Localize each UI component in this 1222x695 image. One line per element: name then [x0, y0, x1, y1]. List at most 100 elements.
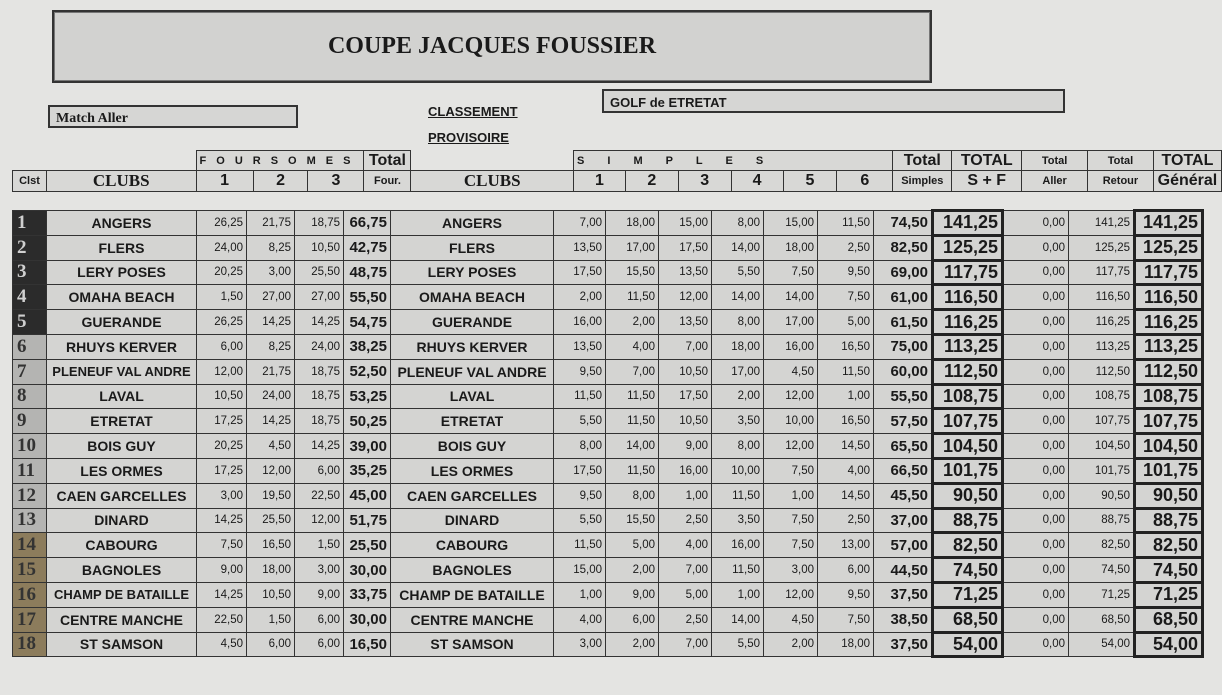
total-simples-cell: 37,50	[873, 631, 933, 658]
total-aller-cell: 0,00	[1002, 234, 1069, 261]
table-row: 9 ETRETAT 17,25 14,25 18,75 50,25 ETRETAT 5,50 1…	[12, 407, 1204, 436]
s5-cell: 18,00	[763, 234, 818, 261]
f1-cell: 3,00	[196, 482, 247, 509]
total-general-cell: 104,50	[1133, 432, 1204, 460]
total-four-cell: 33,75	[343, 581, 391, 608]
rank-cell: 10	[12, 433, 47, 459]
table-row: 2 FLERS 24,00 8,25 10,50 42,75 FLERS 13,50 17,00…	[12, 233, 1204, 262]
f2-cell: 21,75	[246, 358, 295, 385]
total-sf-cell: 141,25	[931, 209, 1004, 237]
rank-cell: 15	[12, 557, 47, 583]
total-sf-cell: 117,75	[931, 258, 1004, 287]
f3-cell: 18,75	[294, 408, 344, 435]
total-aller-header: Total	[1021, 150, 1089, 171]
total-simples-cell: 57,50	[873, 408, 933, 435]
f1-cell: 24,00	[196, 234, 247, 261]
s1-cell: 13,50	[553, 333, 606, 360]
f3-cell: 25,50	[294, 259, 344, 286]
club-cell: CAEN GARCELLES	[46, 482, 197, 509]
s5-cell: 17,00	[763, 309, 818, 335]
s4-cell: 10,00	[711, 457, 764, 484]
total-simples-cell: 66,50	[873, 457, 933, 484]
club-2-cell: GUERANDE	[390, 309, 554, 335]
f2-cell: 18,00	[246, 557, 295, 583]
total-general-sub: Général	[1152, 170, 1222, 192]
club-2-cell: LAVAL	[390, 383, 554, 410]
total-sf-cell: 116,25	[931, 308, 1004, 336]
f3-cell: 12,00	[294, 507, 344, 534]
total-simples-cell: 38,50	[873, 606, 933, 633]
total-sf-cell: 112,50	[931, 357, 1004, 386]
s6-cell: 18,00	[817, 631, 874, 658]
s3-cell: 2,50	[658, 606, 712, 633]
table-row: 10 BOIS GUY 20,25 4,50 14,25 39,00 BOIS GUY 8,0…	[12, 432, 1204, 460]
s4-cell: 1,00	[711, 581, 764, 608]
club-cell: PLENEUF VAL ANDRE	[46, 358, 197, 385]
total-retour-header: Total	[1087, 150, 1154, 171]
f2-cell: 8,25	[246, 333, 295, 360]
s3-cell: 13,50	[658, 259, 712, 286]
f1-cell: 26,25	[196, 210, 247, 236]
rank-cell: 16	[12, 581, 47, 608]
s1-header: 1	[572, 170, 626, 192]
f3-cell: 18,75	[294, 358, 344, 385]
total-simples-cell: 37,50	[873, 581, 933, 608]
s3-cell: 7,00	[658, 631, 712, 658]
total-aller-cell: 0,00	[1002, 606, 1069, 633]
total-aller-cell: 0,00	[1002, 284, 1069, 311]
club-cell: CHAMP DE BATAILLE	[46, 581, 197, 608]
s4-cell: 2,00	[711, 383, 764, 410]
s5-cell: 2,00	[763, 631, 818, 658]
f2-cell: 25,50	[246, 507, 295, 534]
total-sf-cell: 74,50	[931, 556, 1004, 584]
rank-cell: 8	[12, 383, 47, 410]
table-row: 15 BAGNOLES 9,00 18,00 3,00 30,00 BAGNOLES 15,0…	[12, 556, 1204, 584]
total-aller-cell: 0,00	[1002, 581, 1069, 608]
f2-header: 2	[252, 170, 309, 192]
f1-cell: 4,50	[196, 631, 247, 658]
total-retour-cell: 82,50	[1068, 532, 1135, 559]
total-retour-cell: 54,00	[1068, 631, 1135, 658]
total-simples-cell: 37,00	[873, 507, 933, 534]
rank-cell: 1	[12, 210, 47, 236]
clst-header: Clst	[12, 170, 47, 192]
total-sf-cell: 68,50	[931, 605, 1004, 634]
table-row: 6 RHUYS KERVER 6,00 8,25 24,00 38,25 RHUYS KER…	[12, 332, 1204, 361]
foursomes-header: FOURSOMES	[195, 150, 365, 171]
total-simples-header: Total	[892, 150, 953, 171]
total-general-cell: 68,50	[1133, 605, 1204, 634]
s5-cell: 7,50	[763, 532, 818, 559]
golf-label: GOLF de ETRETAT	[602, 89, 1065, 113]
total-retour-sub: Retour	[1087, 170, 1154, 192]
s2-cell: 5,00	[605, 532, 659, 559]
s6-cell: 7,50	[817, 606, 874, 633]
s1-cell: 17,50	[553, 457, 606, 484]
club-cell: BAGNOLES	[46, 557, 197, 583]
s6-cell: 6,00	[817, 557, 874, 583]
f2-cell: 3,00	[246, 259, 295, 286]
f3-cell: 10,50	[294, 234, 344, 261]
rank-cell: 3	[12, 259, 47, 286]
table-row: 16 CHAMP DE BATAILLE 14,25 10,50 9,00 33,75 CH…	[12, 580, 1204, 609]
table-row: 13 DINARD 14,25 25,50 12,00 51,75 DINARD 5,50 15…	[12, 506, 1204, 535]
table-row: 11 LES ORMES 17,25 12,00 6,00 35,25 LES ORMES 1…	[12, 456, 1204, 485]
s5-cell: 7,50	[763, 457, 818, 484]
f3-cell: 14,25	[294, 309, 344, 335]
s5-header: 5	[782, 170, 838, 192]
club-2-cell: CHAMP DE BATAILLE	[390, 581, 554, 608]
s2-cell: 11,50	[605, 408, 659, 435]
club-cell: LAVAL	[46, 383, 197, 410]
s5-cell: 4,50	[763, 358, 818, 385]
f2-cell: 24,00	[246, 383, 295, 410]
s2-cell: 2,00	[605, 309, 659, 335]
f1-cell: 1,50	[196, 284, 247, 311]
s3-cell: 4,00	[658, 532, 712, 559]
s4-cell: 16,00	[711, 532, 764, 559]
total-simples-cell: 75,00	[873, 333, 933, 360]
s2-cell: 9,00	[605, 581, 659, 608]
total-retour-cell: 90,50	[1068, 482, 1135, 509]
provisoire-label: PROVISOIRE	[428, 130, 509, 145]
total-aller-cell: 0,00	[1002, 507, 1069, 534]
f3-header: 3	[307, 170, 365, 192]
f3-cell: 24,00	[294, 333, 344, 360]
